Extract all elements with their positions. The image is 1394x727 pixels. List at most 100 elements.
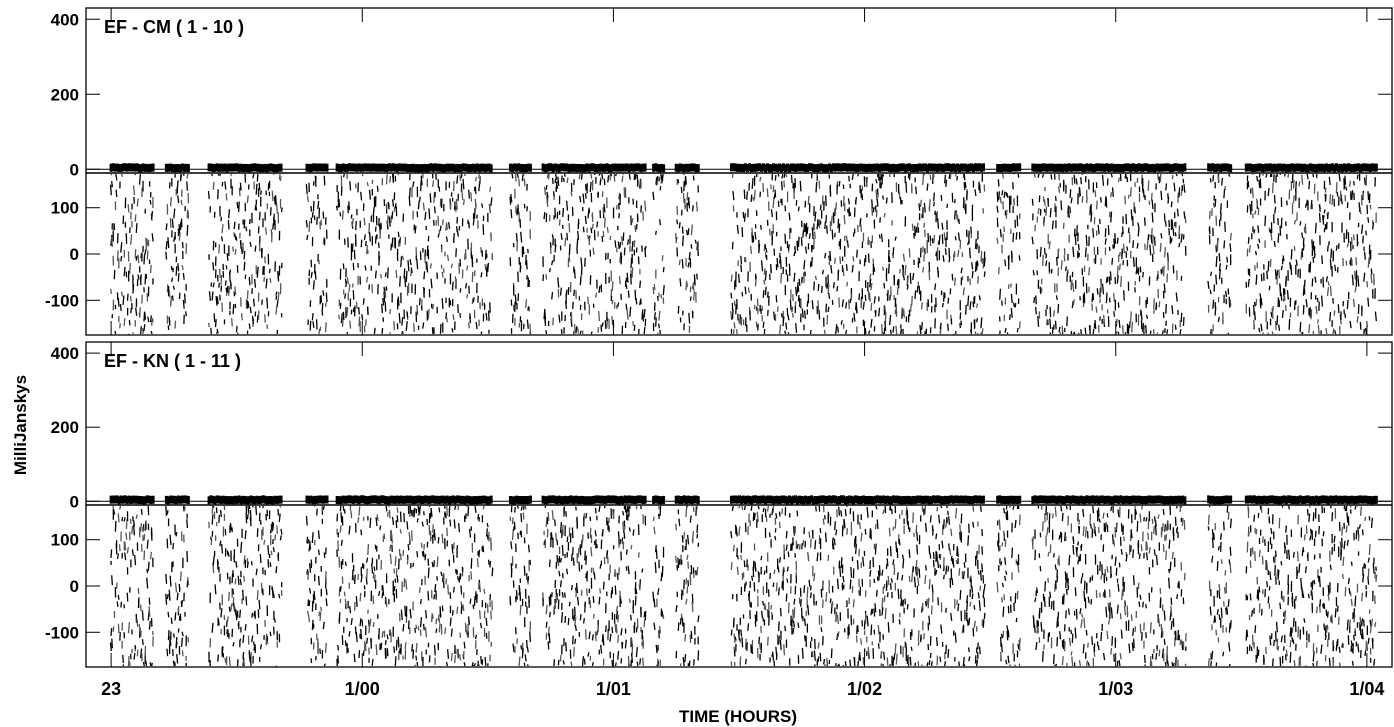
amplitude-point [1294, 163, 1298, 172]
phase-point [1363, 251, 1366, 260]
amplitude-point [773, 163, 777, 172]
phase-point [772, 185, 775, 193]
phase-point [254, 278, 257, 288]
phase-point [349, 606, 352, 614]
amplitude-point [901, 495, 905, 504]
phase-point [785, 173, 788, 178]
phase-point [564, 300, 568, 309]
amplitude-point [1342, 163, 1346, 172]
phase-point [1262, 173, 1265, 177]
phase-point [246, 561, 249, 568]
amplitude-point [1324, 495, 1328, 504]
amplitude-point [925, 495, 929, 504]
amplitude-point [1207, 163, 1211, 172]
phase-point [1004, 327, 1007, 333]
amplitude-point [485, 163, 489, 172]
amplitude-point [1278, 163, 1282, 172]
amplitude-point [833, 163, 837, 172]
amplitude-point [1318, 163, 1322, 172]
amplitude-point [487, 496, 491, 505]
phase-point [878, 234, 881, 239]
phase-point [652, 191, 655, 201]
phase-point [957, 249, 960, 258]
phase-point [349, 181, 352, 191]
amplitude-point [735, 163, 739, 172]
phase-point [127, 204, 130, 213]
amplitude-point [524, 163, 528, 172]
amplitude-point [937, 495, 941, 504]
phase-point [388, 509, 391, 519]
amplitude-point [899, 496, 903, 505]
phase-point [393, 646, 396, 653]
amplitude-point [1320, 163, 1324, 172]
phase-point [1226, 256, 1229, 263]
phase-point [688, 200, 691, 209]
phase-point [1290, 249, 1293, 260]
amplitude-point [559, 163, 563, 172]
phase-point [488, 203, 491, 214]
phase-point [1214, 198, 1217, 207]
phase-point [922, 174, 925, 186]
amplitude-point [1137, 163, 1141, 172]
phase-point [186, 224, 189, 236]
phase-point [1354, 287, 1357, 293]
phase-point [339, 212, 342, 217]
phase-point [1151, 212, 1154, 223]
amplitude-point [1173, 163, 1177, 172]
phase-point [520, 645, 523, 650]
amplitude-point [823, 495, 827, 504]
phase-point [1374, 311, 1377, 322]
phase-point [166, 648, 169, 657]
phase-point [1121, 325, 1124, 334]
phase-point [1288, 318, 1291, 330]
amplitude-point [1306, 495, 1310, 504]
phase-point [459, 573, 462, 580]
amplitude-point [785, 163, 789, 172]
amplitude-point [1111, 163, 1115, 172]
phase-point [375, 517, 378, 527]
phase-point [350, 617, 353, 625]
phase-point [386, 267, 389, 279]
phase-point [564, 615, 567, 623]
phase-point [918, 285, 921, 295]
phase-point [270, 521, 274, 530]
phase-point [614, 240, 617, 248]
phase-point [450, 263, 453, 269]
phase-point [396, 515, 399, 523]
amplitude-point [935, 163, 939, 172]
amplitude-point [184, 163, 188, 172]
phase-point [1039, 246, 1042, 257]
phase-point [308, 587, 312, 594]
amplitude-point [1103, 163, 1107, 172]
phase-point [799, 180, 802, 192]
phase-point [132, 185, 136, 196]
amplitude-point [429, 163, 433, 172]
phase-point [117, 513, 120, 523]
phase-point [881, 323, 883, 335]
phase-point [270, 550, 273, 556]
phase-point [1357, 275, 1360, 287]
phase-point [1125, 213, 1128, 225]
amplitude-point [1326, 496, 1330, 505]
phase-point [466, 265, 469, 271]
amplitude-point [547, 495, 551, 504]
phase-point [232, 570, 235, 578]
phase-point [399, 511, 402, 523]
phase-point [317, 549, 320, 556]
phase-point [467, 322, 470, 329]
phase-point [1102, 314, 1106, 325]
amplitude-point [547, 163, 551, 172]
phase-point [808, 233, 811, 239]
phase-point [1289, 261, 1292, 270]
phase-point [186, 519, 189, 528]
amplitude-point [1211, 495, 1215, 504]
phase-point [400, 256, 403, 268]
amplitude-point [255, 495, 259, 504]
amplitude-point [807, 495, 811, 504]
amplitude-point [263, 163, 267, 172]
phase-point [1037, 207, 1040, 215]
phase-point [340, 512, 343, 523]
phase-point [212, 282, 215, 288]
amplitude-point [381, 163, 385, 172]
